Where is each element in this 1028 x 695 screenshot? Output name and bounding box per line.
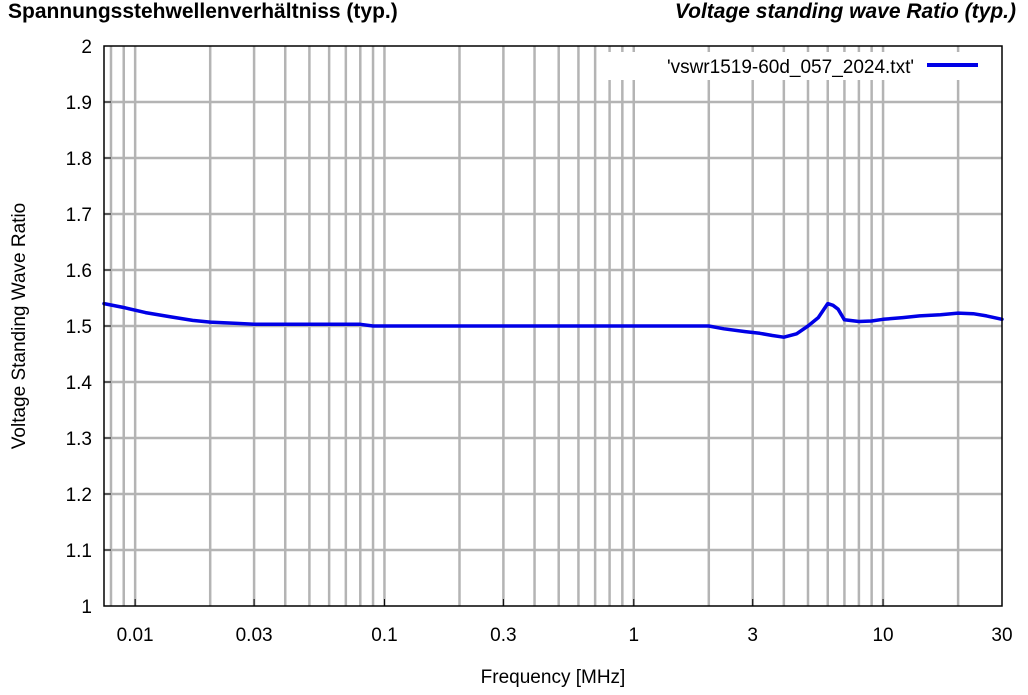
series-layer	[102, 301, 1004, 339]
x-tick-label: 30	[991, 625, 1012, 646]
y-tick-label: 1.8	[66, 149, 92, 170]
legend-label: 'vswr1519-60d_057_2024.txt'	[667, 57, 914, 78]
y-axis-label: Voltage Standing Wave Ratio	[9, 203, 30, 449]
y-tick-label: 1.7	[66, 205, 92, 226]
x-axis-label: Frequency [MHz]	[481, 667, 626, 688]
y-tick-label: 1.9	[66, 93, 92, 114]
y-tick-label: 1.1	[66, 541, 92, 562]
x-tick-label: 0.03	[236, 625, 273, 646]
y-tick-label: 1.4	[66, 373, 93, 394]
y-tick-label: 2	[81, 37, 92, 58]
tick-labels: 1 1.1 1.2 1.3 1.4 1.5 1.6 1.7 1.8 1.9 2 0.01 0.03 0.1…	[66, 37, 1013, 646]
x-tick-label: 0.1	[371, 625, 397, 646]
y-tick-label: 1.3	[66, 429, 92, 450]
x-tick-label: 0.3	[490, 625, 516, 646]
x-tick-label: 1	[628, 625, 639, 646]
x-tick-label: 10	[872, 625, 893, 646]
x-tick-label: 3	[747, 625, 758, 646]
legend: 'vswr1519-60d_057_2024.txt'	[600, 52, 995, 80]
x-tick-label: 0.01	[117, 625, 154, 646]
y-tick-label: 1.6	[66, 261, 92, 282]
series-line	[102, 301, 1004, 339]
chart-title-english: Voltage standing wave Ratio (typ.)	[674, 0, 1016, 23]
y-tick-label: 1	[81, 597, 92, 618]
y-tick-label: 1.2	[66, 485, 92, 506]
chart-title-german: Spannungsstehwellenverhältniss (typ.)	[8, 0, 398, 23]
y-tick-label: 1.5	[66, 317, 92, 338]
